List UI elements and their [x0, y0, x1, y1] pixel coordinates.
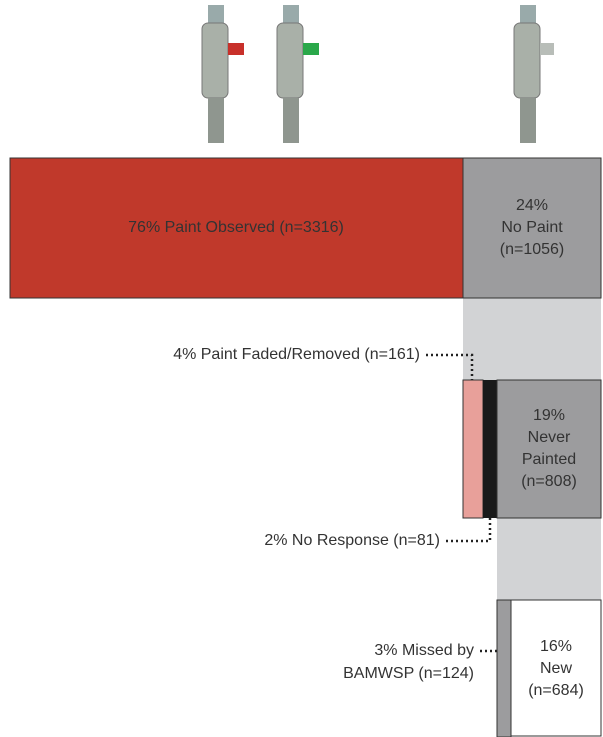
missed-box [496, 599, 512, 737]
no-paint-label: 24% [516, 197, 548, 214]
missed-label: 3% Missed by [374, 642, 474, 659]
never-painted-label: Never [528, 429, 571, 446]
never-painted-box [496, 379, 602, 519]
connector [497, 518, 601, 600]
paint-observed-label: 76% Paint Observed (n=3316) [128, 219, 344, 236]
pump-green [276, 5, 319, 143]
leader-line [446, 518, 492, 543]
new-box [510, 599, 602, 737]
faded-box [462, 379, 484, 519]
no-paint-label: (n=1056) [500, 241, 565, 258]
no-paint-label: No Paint [501, 219, 563, 236]
pump-red [201, 5, 244, 143]
missed-label: BAMWSP (n=124) [343, 665, 474, 682]
no-response-box [483, 380, 497, 518]
never-painted-label: (n=808) [521, 473, 577, 490]
faded-label: 4% Paint Faded/Removed (n=161) [173, 346, 420, 363]
never-painted-label: Painted [522, 451, 576, 468]
new-label: (n=684) [528, 682, 584, 699]
leader-line [426, 353, 474, 380]
pump-plain [513, 5, 554, 143]
new-label: 16% [540, 638, 572, 655]
never-painted-label: 19% [533, 407, 565, 424]
no-paint-box [462, 157, 602, 299]
new-label: New [540, 660, 572, 677]
connector [463, 298, 601, 380]
no-response-label: 2% No Response (n=81) [264, 532, 440, 549]
paint-observed-box [9, 157, 464, 299]
